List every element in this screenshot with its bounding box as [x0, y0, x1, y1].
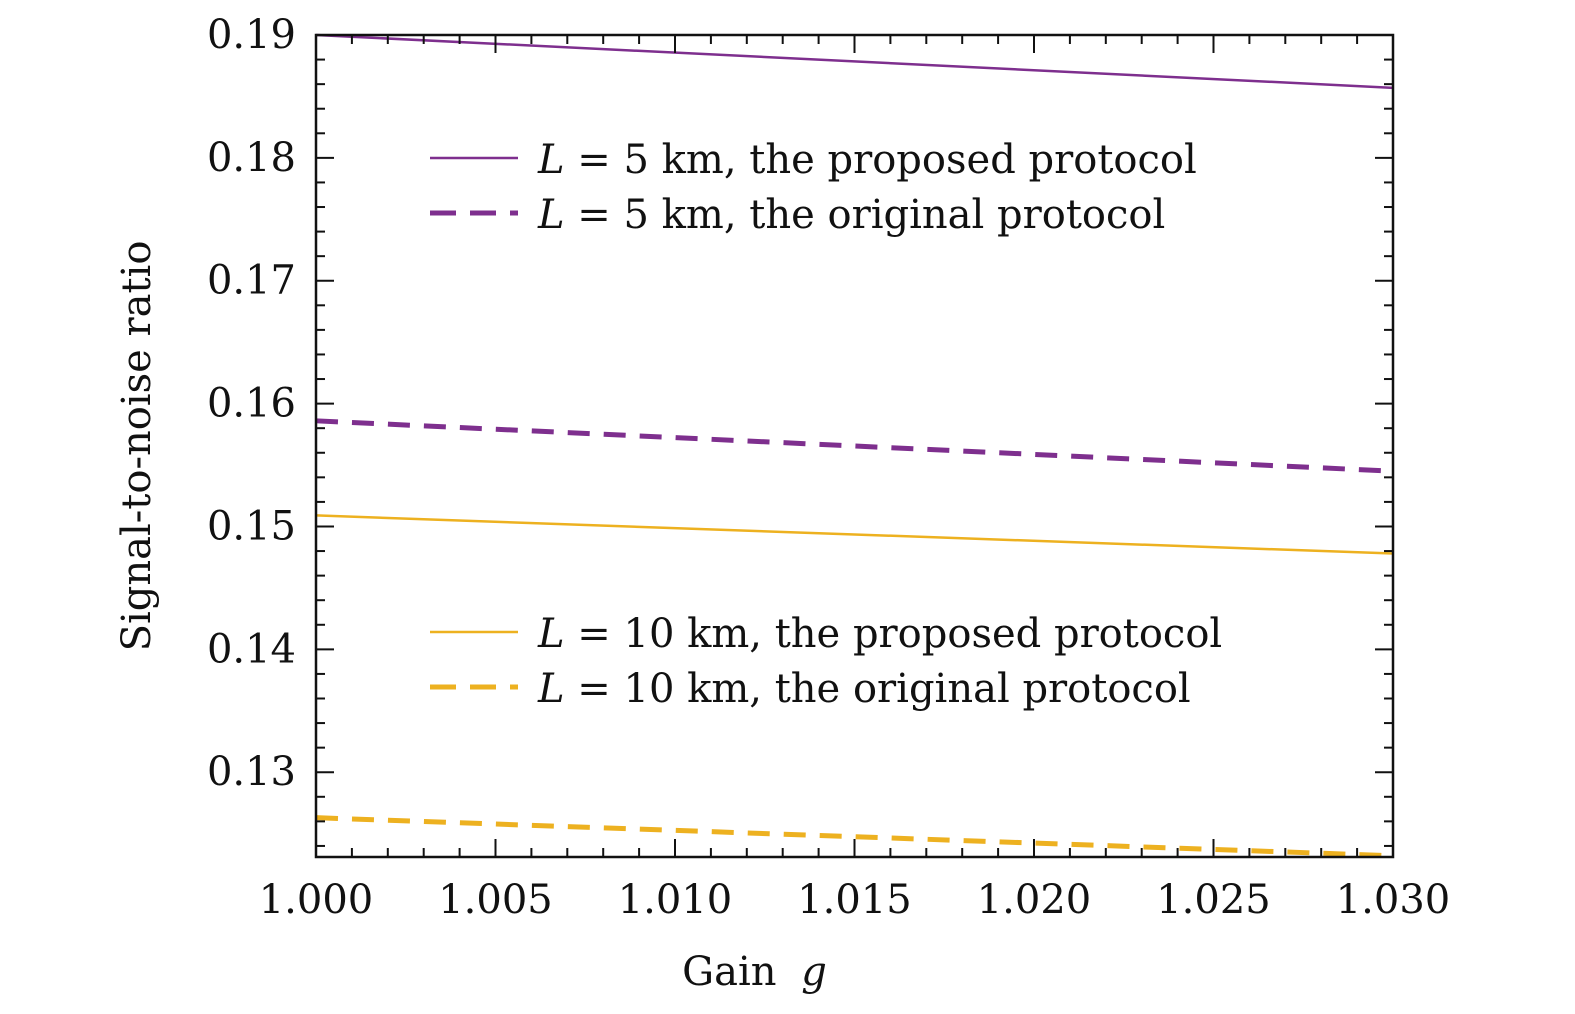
legend-var: L — [537, 137, 565, 183]
x-tick-label: 1.010 — [618, 877, 733, 923]
y-tick-label: 0.13 — [207, 749, 296, 795]
legend-entry: L = 5 km, the original protocol — [537, 192, 1165, 238]
x-tick-label: 1.000 — [259, 877, 374, 923]
y-tick-label: 0.15 — [207, 503, 296, 549]
x-tick-label: 1.005 — [438, 877, 553, 923]
y-tick-label: 0.14 — [207, 626, 296, 672]
legend-var: L — [537, 192, 565, 238]
x-axis-title: Gain g — [682, 949, 827, 995]
legend-entry: L = 10 km, the original protocol — [537, 666, 1191, 712]
legend-var: L — [537, 666, 565, 712]
series-line-2 — [315, 418, 1394, 474]
legend-label: = 10 km, the proposed protocol — [565, 611, 1223, 657]
legend-label: = 10 km, the original protocol — [565, 666, 1191, 712]
x-axis-title-text: Gain — [682, 949, 776, 995]
legend-var: L — [537, 611, 565, 657]
legend-label: = 5 km, the proposed protocol — [565, 137, 1197, 183]
y-tick-label: 0.17 — [207, 258, 296, 304]
y-axis-title: Signal-to-noise ratio — [114, 241, 160, 652]
series-line-3 — [315, 514, 1394, 555]
y-tick-label: 0.18 — [207, 135, 296, 181]
x-axis-title-var: g — [801, 949, 827, 995]
tick-labels: 1.000 1.005 1.010 1.015 1.020 1.025 1.030 0.19 0… — [207, 12, 1450, 923]
x-tick-label: 1.020 — [977, 877, 1092, 923]
x-tick-label: 1.030 — [1336, 877, 1451, 923]
y-tick-label: 0.16 — [207, 381, 296, 427]
legend-entry: L = 10 km, the proposed protocol — [537, 611, 1222, 657]
legend-entry: L = 5 km, the proposed protocol — [537, 137, 1197, 183]
axis-ticks — [315, 34, 1394, 857]
x-tick-label: 1.015 — [797, 877, 912, 923]
legend-label: = 5 km, the original protocol — [565, 192, 1166, 238]
y-tick-label: 0.19 — [207, 12, 296, 58]
x-tick-label: 1.025 — [1156, 877, 1271, 923]
